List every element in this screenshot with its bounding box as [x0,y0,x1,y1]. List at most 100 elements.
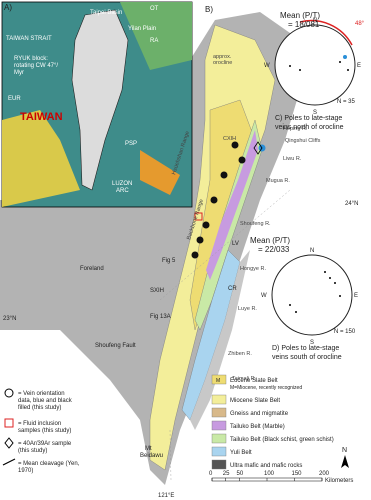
north-arrow [341,455,349,468]
vein-sites [191,141,266,259]
stereonet [271,254,353,336]
legend-mark: M [216,378,220,384]
ar-sample [253,141,263,155]
scale-label: 25 [223,471,230,477]
label: Yilan Plain [128,26,156,32]
label: D) Poles to late-stage [272,345,339,352]
label: Mean (P/T) [250,236,290,245]
scale-label: 200 [319,471,330,477]
legend-label: Eocene Slate Belt [230,378,278,384]
pole [289,65,291,67]
symbol-label: 1970) [18,468,33,474]
label: TAIWAN STRAIT [6,36,52,42]
compass-label: E [354,293,358,299]
scale-label: 100 [264,471,275,477]
pole [324,271,326,273]
label: Beidawu [140,453,163,459]
pole [295,311,297,313]
label: 24°N [345,201,358,207]
pole [329,277,331,279]
coastal-range [190,250,250,430]
scale-label: 0 [209,471,213,477]
label: = 18/081 [288,20,320,29]
site [191,251,199,259]
symbol-label: (this study) [18,448,47,454]
label: approx. [213,54,232,60]
label: Mugua R. [266,178,290,184]
pole [334,282,336,284]
label: veins south of orocline [272,354,342,361]
label: Taipei Basin [90,10,122,16]
symbol [4,437,14,449]
label: Shoufeng R. [240,221,271,227]
label: Luye R. [238,306,257,312]
legend-label: Yuli Belt [230,450,252,456]
site [196,236,204,244]
label: Zhiben R. [228,351,252,357]
label: Taimali R. [232,376,257,382]
stereonet [274,24,356,106]
stereonet-d [271,254,353,336]
label: veins north of orocline [275,124,344,131]
label: 121°E [158,493,174,499]
legend-swatch [211,433,227,444]
label: TAIWAN [20,111,63,123]
label: orocline [213,60,232,66]
fluid-sample [194,212,203,221]
label: C) Poles to late-stage [275,115,342,122]
inset-taiwan [71,9,129,191]
compass-label: W [264,63,270,69]
inset-okinawa [120,2,192,70]
label: N = 35 [337,99,356,105]
label: B) [205,5,213,14]
compass-label: W [261,293,267,299]
label: Qingshui Cliffs [285,138,321,144]
label: Hongye R. [240,266,266,272]
legend-swatch [211,459,227,470]
compass-label: N [313,18,317,24]
site [202,221,210,229]
symbol-label: = Mean cleavage (Yen, [18,461,80,467]
label: Liwu R. [283,156,302,162]
symbol-label: filled (this study) [18,405,61,411]
scale-unit: Kilometers [325,478,353,484]
label: Mean (P/T) [280,11,320,20]
legend-swatch [211,420,227,431]
mean-pole [343,55,347,59]
symbol [4,418,14,428]
rotation-arc [299,19,353,46]
symbol-label: = Fluid inclusion [18,421,61,427]
label: Myr [14,70,24,76]
north-label: N [342,447,347,454]
legend-label: Tailuko Belt (Black schist, green schist… [230,437,334,443]
label: Mt [145,446,152,452]
pole [299,69,301,71]
legend-label: Gneiss and migmatite [230,411,289,417]
symbol-label: samples (this study) [18,428,71,434]
label: = 22/033 [258,245,290,254]
stereonet-c [274,19,356,106]
compass-label: S [310,340,314,346]
legend-swatch [211,394,227,405]
label: 48° [355,21,365,27]
label: Shoufeng Fault [95,343,136,349]
label: rotating CW 47°/ [14,63,58,69]
legend-label: Miocene Slate Belt [230,398,280,404]
site [220,171,228,179]
label: CR [228,286,237,292]
legend-label: Tailuko Belt (Marble) [230,424,285,430]
label: Fig 13A [150,314,171,320]
site [210,196,218,204]
legend-swatch [211,446,227,457]
symbol-label: = 40Ar/39Ar sample [18,441,72,447]
legend-label: Ultra mafic and mafic rocks [230,463,302,469]
site [231,141,239,149]
symbol [2,458,16,466]
symbol-label: data, blue and black [18,398,73,404]
tailuko-marble [206,130,258,280]
inset-shelf [2,110,80,207]
pole [347,69,349,71]
